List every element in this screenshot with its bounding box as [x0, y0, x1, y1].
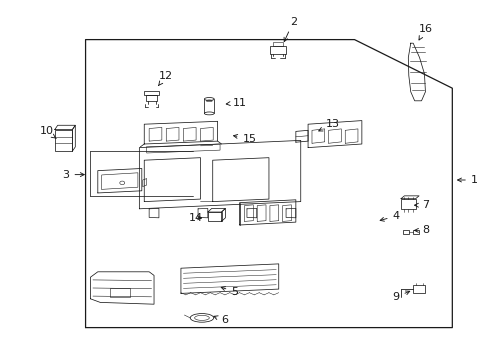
Bar [269, 46, 285, 54]
Text: 12: 12 [158, 71, 173, 86]
Bar [272, 42, 282, 46]
Text: 2: 2 [284, 17, 296, 41]
Bar [412, 285, 425, 293]
Text: 5: 5 [221, 287, 238, 297]
Text: 9: 9 [392, 291, 409, 302]
Bar [110, 288, 129, 297]
Text: 3: 3 [62, 170, 84, 180]
Bar [403, 230, 408, 234]
Bar [400, 199, 415, 209]
Bar [207, 212, 221, 221]
Bar [55, 130, 72, 151]
Text: 1: 1 [457, 175, 477, 185]
Bar [143, 91, 159, 95]
Text: 13: 13 [318, 119, 339, 131]
Text: 10: 10 [40, 126, 56, 139]
Text: 15: 15 [233, 134, 256, 144]
Bar [145, 95, 157, 101]
Text: 11: 11 [226, 98, 246, 108]
Bar [412, 230, 418, 234]
Text: 7: 7 [414, 200, 428, 210]
Text: 14: 14 [188, 213, 202, 223]
Text: 8: 8 [414, 225, 428, 235]
Text: 6: 6 [213, 315, 228, 325]
Text: 16: 16 [418, 24, 431, 40]
Text: 4: 4 [379, 211, 399, 221]
